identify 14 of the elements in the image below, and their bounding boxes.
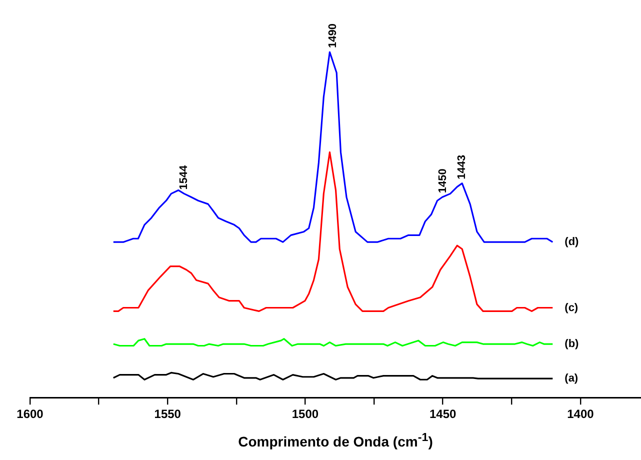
- series-label: (b): [564, 338, 580, 350]
- x-axis-title: Comprimento de Onda (cm$^{-1}$): [237, 431, 434, 450]
- annotation: 1490: [326, 24, 339, 48]
- annotation: 1450: [436, 168, 449, 194]
- x-tick-label: 1600: [16, 407, 44, 422]
- annotation: 1544: [178, 164, 190, 190]
- x-tick-label: 1450: [429, 407, 457, 422]
- x-tick-label: 1500: [292, 407, 319, 422]
- series-label: (d): [564, 236, 580, 248]
- series-label: (a): [564, 372, 578, 385]
- x-tick-label: 1550: [154, 407, 182, 422]
- x-tick-label: 1400: [567, 407, 594, 422]
- series-label: (c): [564, 302, 578, 314]
- annotation: 1443: [456, 154, 468, 180]
